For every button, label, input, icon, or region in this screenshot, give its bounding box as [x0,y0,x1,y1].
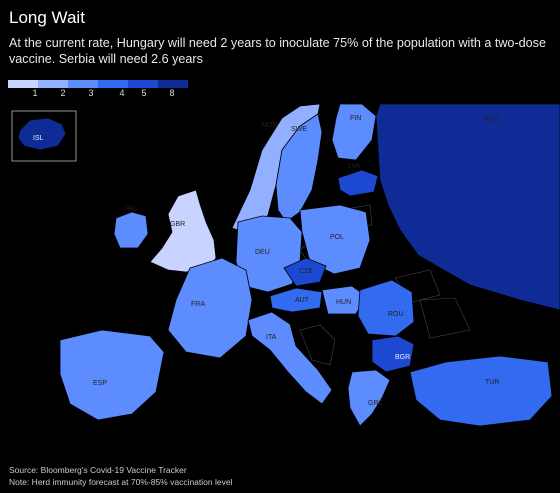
label-ESP: ESP [93,380,107,387]
label-NOR: NOR [262,122,278,129]
country-GBR [149,189,217,273]
legend-swatch-6 [158,80,188,88]
country-TUR [409,355,553,427]
legend-tick: 5 [141,88,147,98]
label-RUS: RUS [484,116,499,123]
legend-tick: 2 [60,88,66,98]
label-FRA: FRA [191,301,205,308]
label-GRC: GRC [368,400,384,407]
country-ROU [357,279,415,337]
label-POL: POL [330,234,344,241]
label-HUN: HUN [336,299,351,306]
label-IRL: IRL [126,206,137,213]
label-FIN: FIN [350,115,361,122]
legend-swatch-5 [128,80,158,88]
label-TUR: TUR [485,379,499,386]
label-AUT: AUT [295,297,310,304]
legend-swatch-3 [68,80,98,88]
label-LVA: LVA [348,163,361,170]
label-ROU: ROU [388,311,404,318]
iceland-inset-frame [11,110,77,162]
label-ITA: ITA [266,334,277,341]
europe-map: ISL NOR SWE FIN RUS LVA GBR IRL DEU POL … [11,103,560,427]
legend-swatch-4 [98,80,128,88]
country-CZE [283,257,327,287]
country-RUS [375,103,560,311]
country-LVA [337,169,379,197]
legend-swatch-2 [38,80,68,88]
footnote: Note: Herd immunity forecast at 70%-85% … [9,477,233,487]
chart-title: Long Wait [9,8,85,27]
country-POL [299,204,371,275]
label-BGR: BGR [395,354,410,361]
legend-tick: 1 [32,88,38,98]
legend-tick: 4 [119,88,125,98]
country-GRC [347,369,391,427]
label-SWE: SWE [291,126,307,133]
label-ISL: ISL [33,135,44,142]
legend-tick: 3 [88,88,94,98]
country-BGR [371,335,415,373]
label-GBR: GBR [170,221,185,228]
country-ESP [59,329,165,421]
legend-tick: 8 [169,88,175,98]
label-CZE: CZE [299,268,313,275]
country-IRL [113,211,149,249]
country-ITA [247,311,333,405]
label-DEU: DEU [255,249,270,256]
country-ISL [17,117,67,151]
legend-swatch-1 [8,80,38,88]
country-FIN [331,103,377,161]
chart-subtitle: At the current rate, Hungary will need 2… [9,36,546,66]
source-note: Source: Bloomberg's Covid-19 Vaccine Tra… [9,465,187,475]
country-FRA [167,257,253,359]
country-AUT [269,287,323,313]
color-legend: 1 2 3 4 5 8 [8,80,188,98]
